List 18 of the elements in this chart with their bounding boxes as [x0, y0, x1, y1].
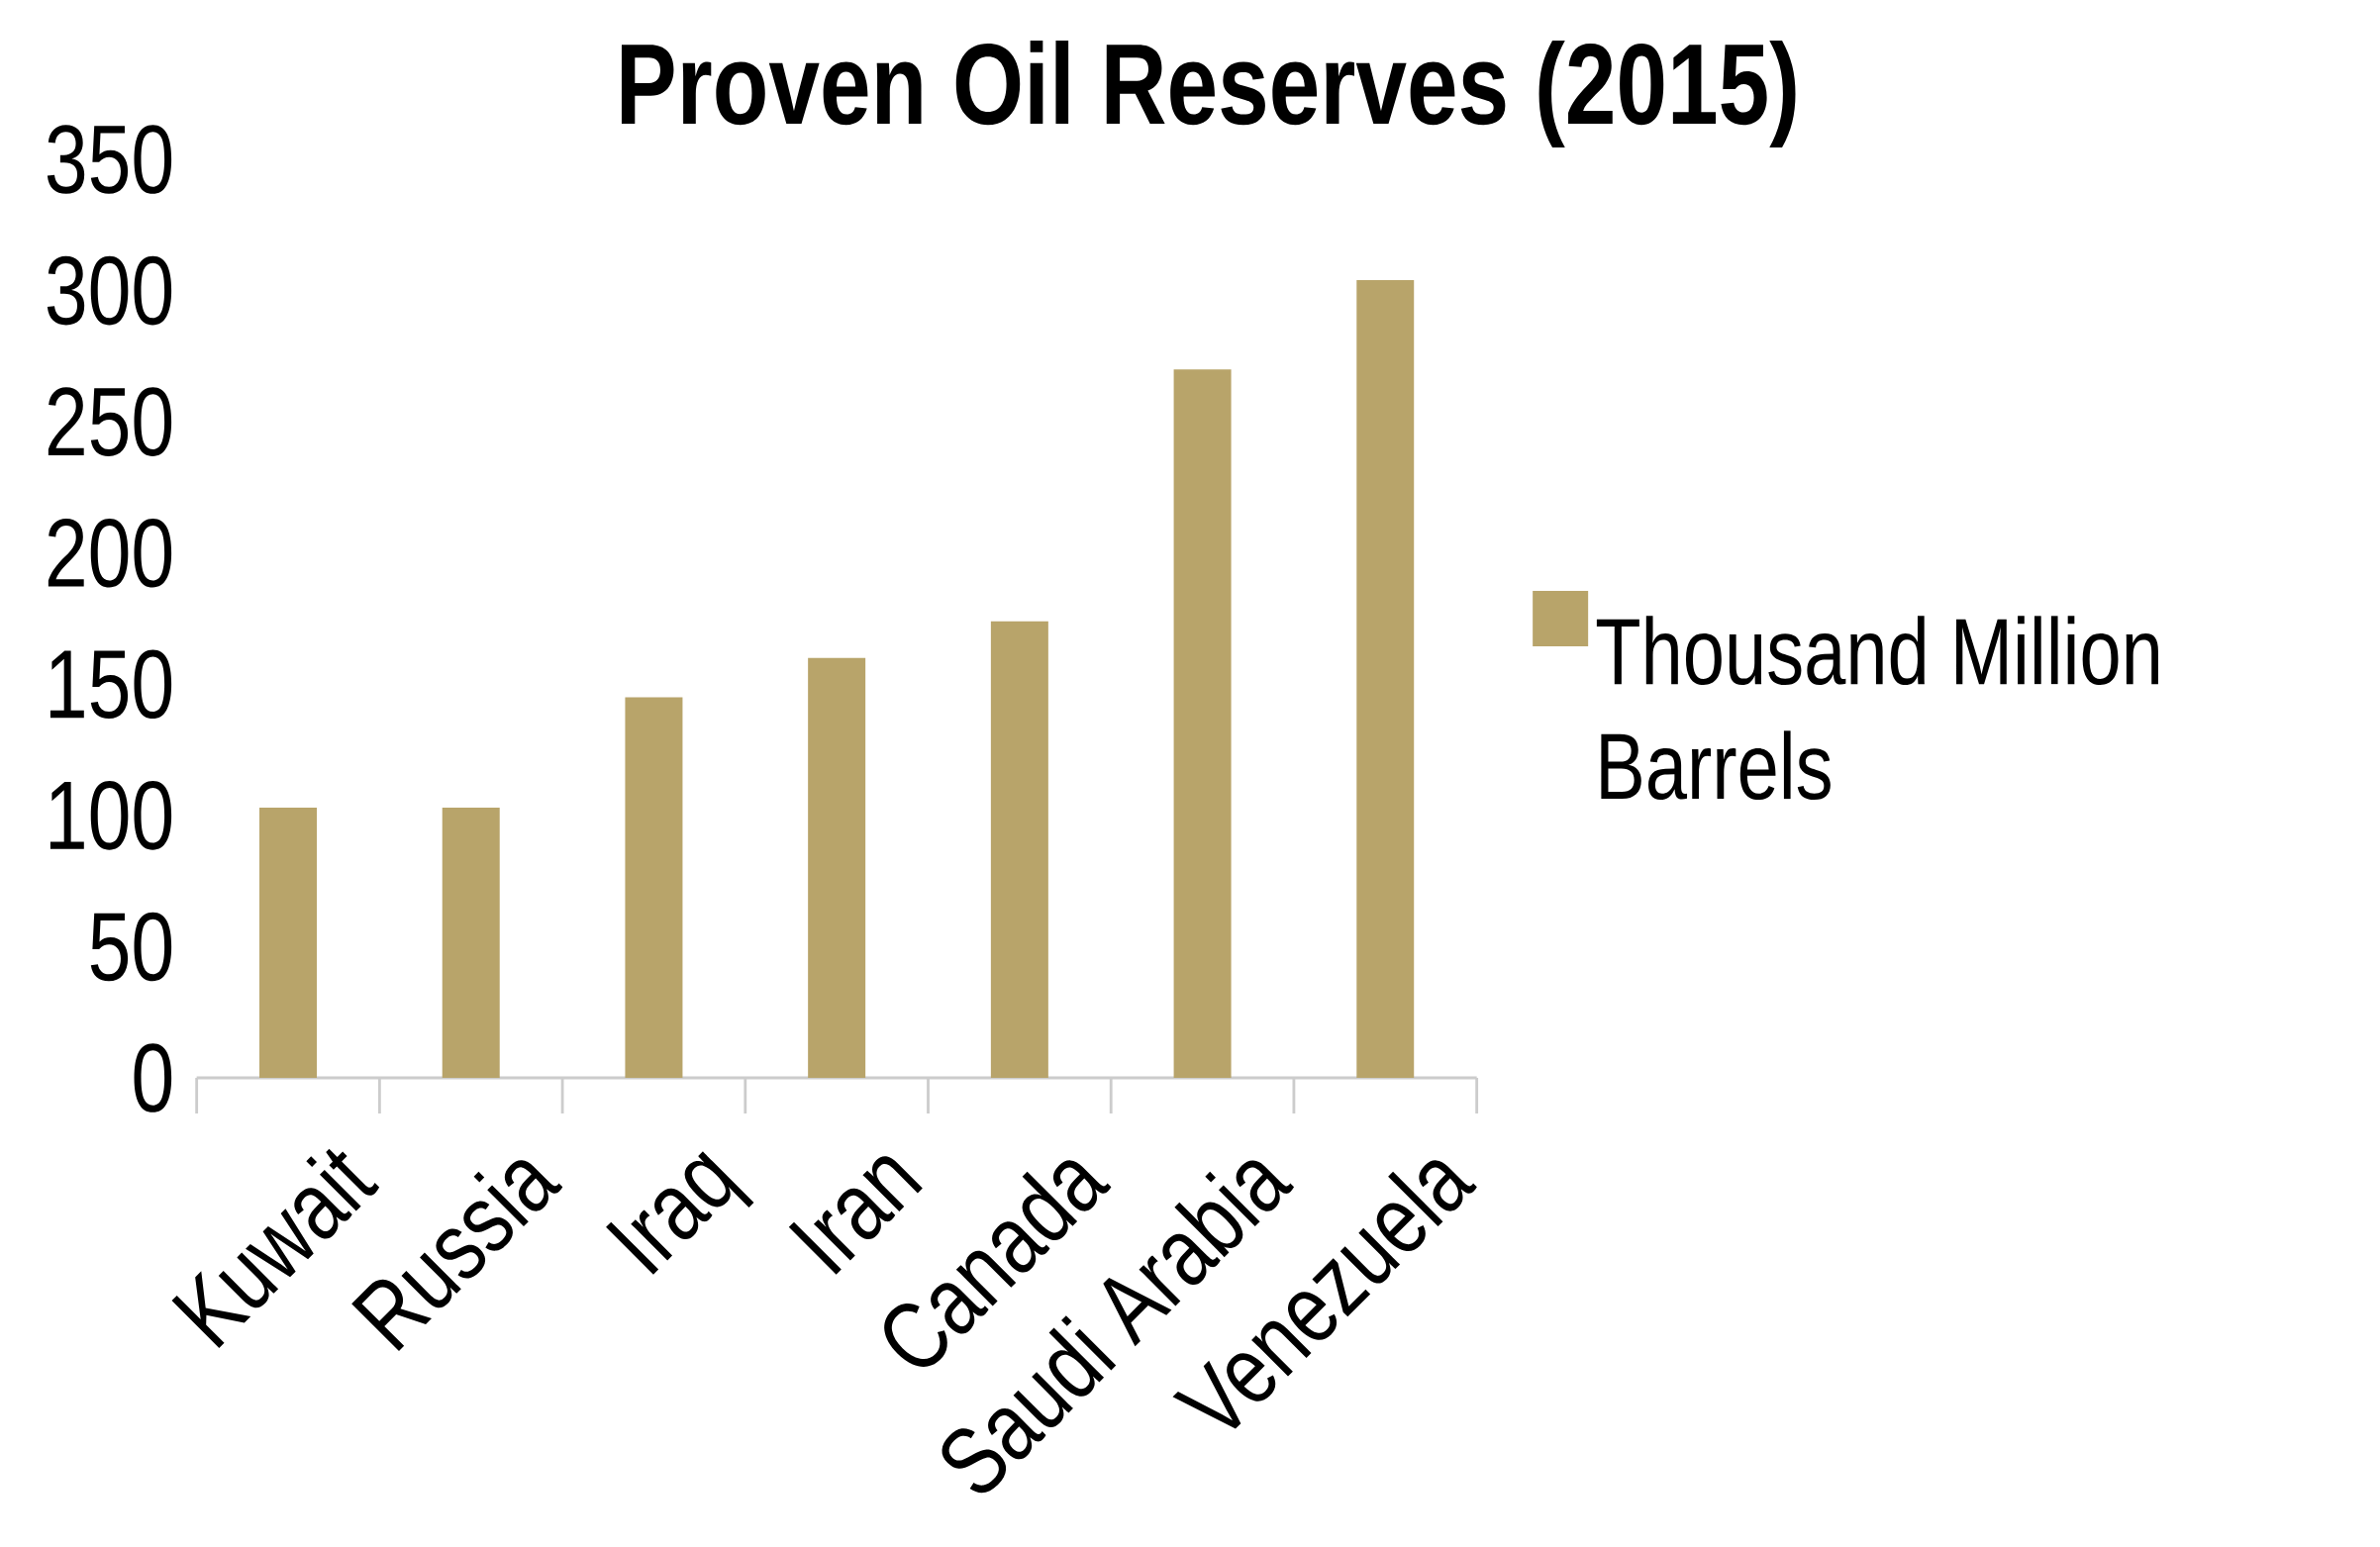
x-tick-label: Iraq [606, 1151, 754, 1275]
bar [259, 807, 318, 1079]
bar [808, 657, 866, 1079]
chart-title: Proven Oil Reserves (2015) [621, 40, 1796, 148]
y-tick-label: 50 [90, 912, 172, 982]
y-tick-label: 200 [48, 518, 172, 588]
bar [1173, 369, 1232, 1079]
y-tick-label: 350 [47, 125, 172, 194]
legend-label: Thousand Million Barrels [1596, 616, 2158, 801]
bar [442, 807, 500, 1079]
bar [1356, 279, 1415, 1079]
y-tick-label: 300 [47, 255, 172, 326]
bar [990, 621, 1048, 1079]
y-tick-label: 0 [134, 1043, 172, 1112]
y-tick-label: 150 [50, 649, 172, 720]
y-tick-label: 100 [50, 781, 172, 850]
y-tick-label: 250 [48, 387, 172, 456]
bar [625, 697, 683, 1079]
